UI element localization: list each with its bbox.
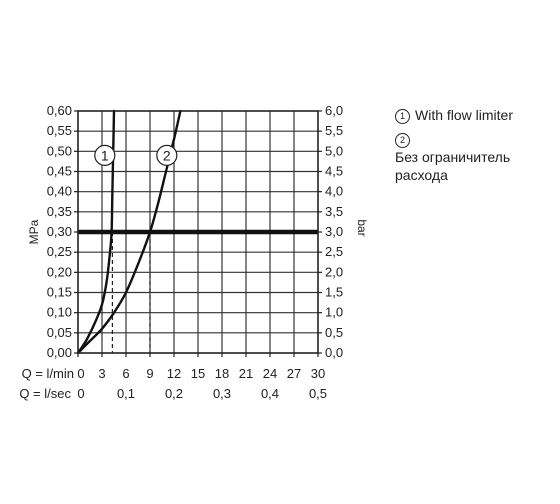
x-lmin-tick-label: 15 [191, 366, 205, 381]
right-tick-label: 2,0 [325, 264, 343, 279]
left-tick-label: 0,05 [47, 325, 72, 340]
x-lsec-tick-label: 0,5 [309, 386, 327, 401]
left-tick-label: 0,55 [47, 123, 72, 138]
plot-frame [74, 110, 322, 357]
right-tick-label: 0,5 [325, 325, 343, 340]
x-lmin-tick-label: 12 [167, 366, 181, 381]
x-lmin-tick-label: 30 [311, 366, 325, 381]
left-tick-label: 0,00 [47, 345, 72, 360]
right-tick-label: 4,5 [325, 164, 343, 179]
left-tick-label: 0,50 [47, 143, 72, 158]
right-tick-label: 1,0 [325, 305, 343, 320]
series-1-marker [94, 144, 116, 166]
x-lsec-tick-label: 0,4 [261, 386, 279, 401]
right-y-tick-labels: 0,0 0,5 1,0 1,5 2,0 2,5 3,0 3,5 4,0 4,5 5,0 5,5 6,0 [325, 103, 343, 360]
x-lsec-tick-labels: 0 0,1 0,2 0,3 0,4 0,5 [77, 386, 327, 401]
x-lmin-tick-label: 9 [146, 366, 153, 381]
right-tick-label: 4,0 [325, 184, 343, 199]
series-1-marker-label: 1 [101, 147, 109, 163]
x-lmin-tick-label: 27 [287, 366, 301, 381]
left-tick-label: 0,20 [47, 264, 72, 279]
left-tick-label: 0,40 [47, 184, 72, 199]
x-lsec-tick-label: 0,3 [213, 386, 231, 401]
right-tick-label: 6,0 [325, 103, 343, 118]
x-lsec-tick-label: 0,2 [165, 386, 183, 401]
x-lmin-tick-labels: 0 3 6 9 12 15 18 21 24 27 30 [77, 366, 325, 381]
legend-text-2: Без ограничитель расхода [395, 149, 511, 183]
right-tick-label: 1,5 [325, 285, 343, 300]
legend-marker-2: 2 [395, 133, 410, 148]
right-tick-label: 3,5 [325, 204, 343, 219]
x-lmin-tick-label: 6 [122, 366, 129, 381]
left-tick-label: 0,30 [47, 224, 72, 239]
x-lmin-axis-label: Q = l/min [22, 366, 74, 381]
x-lmin-tick-label: 24 [263, 366, 277, 381]
left-tick-label: 0,10 [47, 305, 72, 320]
x-lsec-tick-label: 0 [77, 386, 84, 401]
series-2-marker [156, 144, 178, 166]
series-2-marker-label: 2 [163, 147, 171, 163]
left-y-tick-labels: 0,00 0,05 0,10 0,15 0,20 0,25 0,30 0,35 0,40 0,45… [47, 103, 72, 360]
legend-item-2: 2Без ограничитель расхода [395, 130, 560, 184]
x-lmin-tick-label: 21 [239, 366, 253, 381]
legend-marker-1: 1 [395, 109, 410, 124]
legend-item-1: 1 With flow limiter [395, 106, 513, 124]
x-lmin-tick-label: 0 [77, 366, 84, 381]
x-lmin-tick-label: 3 [98, 366, 105, 381]
x-lsec-tick-label: 0,1 [117, 386, 135, 401]
right-tick-label: 0,0 [325, 345, 343, 360]
right-tick-label: 3,0 [325, 224, 343, 239]
right-tick-label: 5,5 [325, 123, 343, 138]
x-lsec-axis-label: Q = l/sec [19, 386, 71, 401]
x-lmin-tick-label: 18 [215, 366, 229, 381]
left-tick-label: 0,25 [47, 244, 72, 259]
legend-text-1: With flow limiter [415, 107, 514, 123]
grid [78, 111, 318, 353]
right-tick-label: 5,0 [325, 143, 343, 158]
right-tick-label: 2,5 [325, 244, 343, 259]
left-tick-label: 0,35 [47, 204, 72, 219]
right-axis-label: bar [355, 219, 369, 236]
left-tick-label: 0,60 [47, 103, 72, 118]
series-1-line [76, 109, 116, 355]
left-tick-label: 0,15 [47, 285, 72, 300]
left-tick-label: 0,45 [47, 164, 72, 179]
left-axis-label: MPa [27, 219, 41, 244]
